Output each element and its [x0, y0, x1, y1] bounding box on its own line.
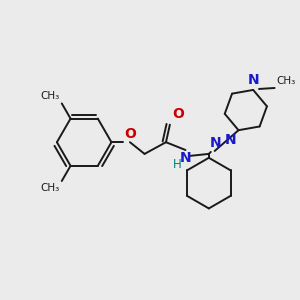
Text: N: N [210, 136, 221, 150]
Text: N: N [225, 133, 237, 147]
Text: N: N [180, 151, 191, 165]
Text: CH₃: CH₃ [40, 92, 60, 101]
Text: CH₃: CH₃ [277, 76, 296, 86]
Text: CH₃: CH₃ [40, 183, 60, 193]
Text: O: O [124, 127, 136, 141]
Text: O: O [172, 107, 184, 121]
Text: H: H [173, 158, 182, 171]
Text: N: N [248, 73, 259, 87]
